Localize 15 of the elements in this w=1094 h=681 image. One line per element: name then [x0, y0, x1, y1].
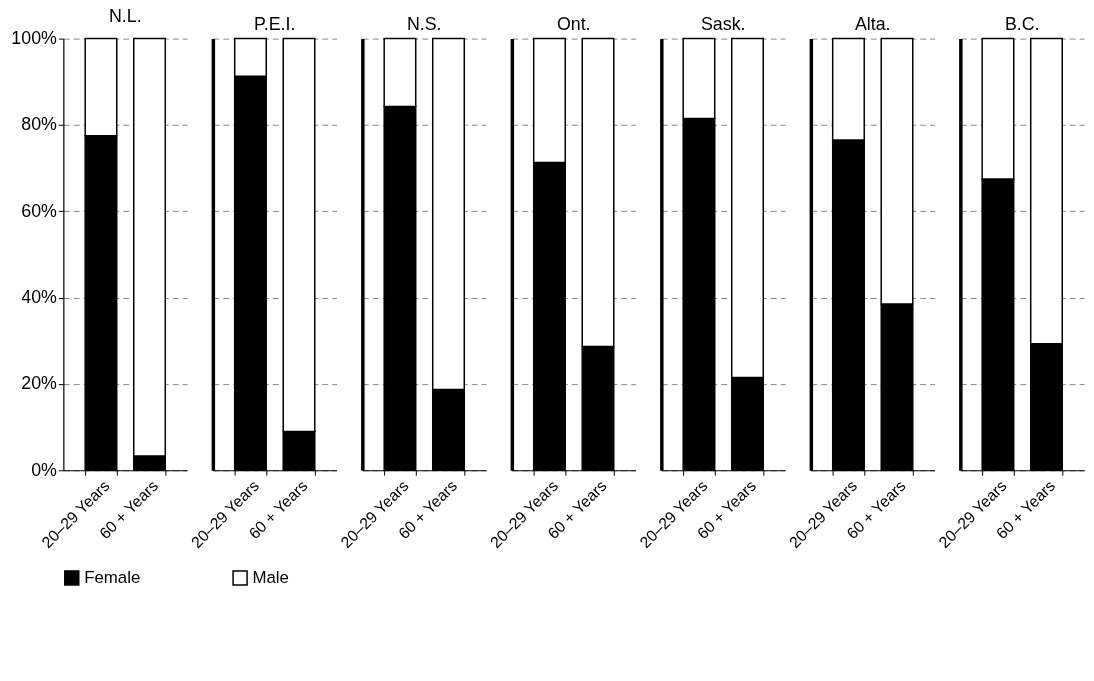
y-tick-label: 80%	[21, 114, 58, 135]
y-tick-label: 60%	[21, 200, 58, 221]
chart-title: P.E.I.	[254, 13, 296, 34]
y-tick-label: 100%	[11, 28, 58, 49]
legend-label: Male	[252, 567, 289, 587]
chart-title: Ont.	[556, 13, 591, 34]
legend-label: Female	[84, 567, 141, 587]
y-tick-label: 20%	[21, 373, 58, 394]
chart-title: N.S.	[406, 13, 442, 34]
chart-title: Alta.	[854, 13, 891, 34]
chart-title: Sask.	[700, 13, 746, 34]
chart-title: N.L.	[108, 5, 142, 26]
y-tick-label: 0%	[31, 459, 58, 480]
chart-title: B.C.	[1004, 13, 1040, 34]
y-tick-label: 40%	[21, 287, 58, 308]
